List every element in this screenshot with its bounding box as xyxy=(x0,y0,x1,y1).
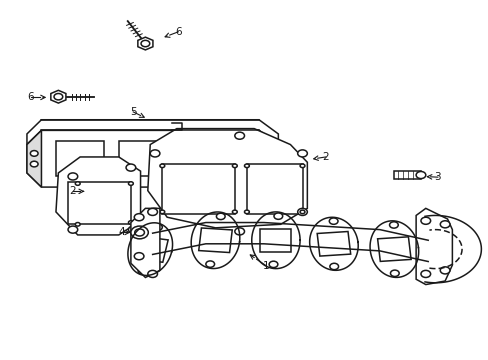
Circle shape xyxy=(126,164,136,171)
Polygon shape xyxy=(27,130,278,187)
Circle shape xyxy=(54,94,62,100)
Text: 4: 4 xyxy=(119,228,125,238)
Circle shape xyxy=(75,222,80,226)
Polygon shape xyxy=(68,182,131,224)
Polygon shape xyxy=(260,229,291,252)
Text: 5: 5 xyxy=(130,107,136,117)
Circle shape xyxy=(268,261,277,267)
Circle shape xyxy=(128,221,133,224)
Polygon shape xyxy=(132,236,168,262)
Circle shape xyxy=(30,150,38,156)
Circle shape xyxy=(439,221,449,228)
Circle shape xyxy=(232,210,237,214)
Polygon shape xyxy=(162,164,234,214)
Circle shape xyxy=(134,214,143,221)
Circle shape xyxy=(128,226,138,233)
Text: 3: 3 xyxy=(434,172,440,182)
Circle shape xyxy=(234,132,244,139)
Text: 6: 6 xyxy=(175,27,181,37)
Polygon shape xyxy=(56,157,140,235)
Circle shape xyxy=(244,164,249,168)
Circle shape xyxy=(68,173,78,180)
Text: 2: 2 xyxy=(69,186,76,196)
Text: 1: 1 xyxy=(263,261,269,271)
Polygon shape xyxy=(56,141,104,176)
Circle shape xyxy=(389,222,397,228)
Polygon shape xyxy=(246,164,302,214)
Polygon shape xyxy=(198,228,232,253)
Polygon shape xyxy=(317,231,350,256)
Circle shape xyxy=(135,229,144,236)
Circle shape xyxy=(328,218,337,224)
Circle shape xyxy=(68,226,78,233)
Polygon shape xyxy=(119,141,167,176)
Circle shape xyxy=(75,182,80,185)
Text: 6: 6 xyxy=(27,93,34,102)
Polygon shape xyxy=(186,141,234,176)
Polygon shape xyxy=(393,171,420,179)
Circle shape xyxy=(160,164,164,168)
Circle shape xyxy=(216,213,224,220)
Circle shape xyxy=(147,270,157,278)
Polygon shape xyxy=(415,208,451,284)
Circle shape xyxy=(390,270,398,276)
Circle shape xyxy=(420,270,430,278)
Circle shape xyxy=(415,171,425,179)
Circle shape xyxy=(273,213,282,219)
Circle shape xyxy=(300,164,305,168)
Circle shape xyxy=(439,267,449,274)
Circle shape xyxy=(147,208,157,215)
Circle shape xyxy=(300,210,305,214)
Circle shape xyxy=(150,208,160,215)
Polygon shape xyxy=(138,37,153,50)
Circle shape xyxy=(244,210,249,214)
Circle shape xyxy=(297,208,307,215)
Circle shape xyxy=(232,164,237,168)
Polygon shape xyxy=(27,130,41,187)
Circle shape xyxy=(153,224,162,230)
Polygon shape xyxy=(51,90,66,103)
Polygon shape xyxy=(147,129,307,228)
Circle shape xyxy=(30,161,38,167)
Circle shape xyxy=(205,261,214,267)
Circle shape xyxy=(234,228,244,235)
Polygon shape xyxy=(27,120,278,145)
Circle shape xyxy=(141,40,149,47)
Circle shape xyxy=(128,182,133,185)
Circle shape xyxy=(131,226,148,239)
Polygon shape xyxy=(377,237,410,261)
Circle shape xyxy=(138,268,146,274)
Circle shape xyxy=(134,253,143,260)
Circle shape xyxy=(420,217,430,224)
Circle shape xyxy=(329,263,338,270)
Text: 2: 2 xyxy=(322,152,328,162)
Circle shape xyxy=(297,150,307,157)
Polygon shape xyxy=(131,208,160,278)
Circle shape xyxy=(160,210,164,214)
Circle shape xyxy=(150,150,160,157)
